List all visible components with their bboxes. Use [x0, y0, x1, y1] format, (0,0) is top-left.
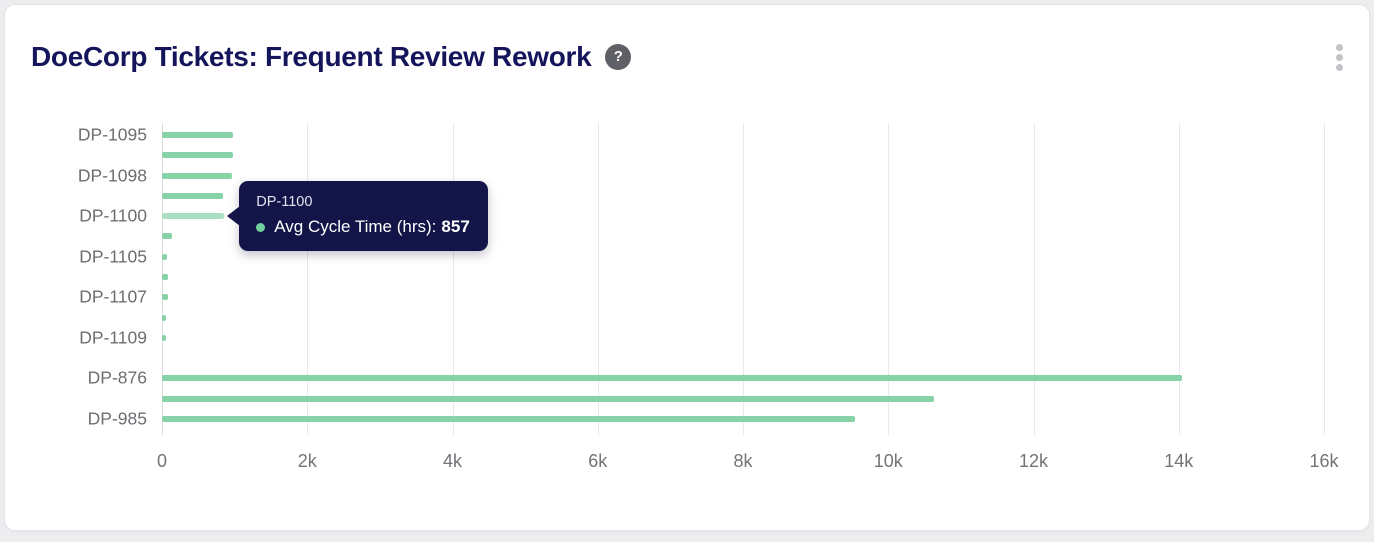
x-tick-label-8k: 8k [733, 451, 753, 471]
bar-DP-1100[interactable] [162, 213, 225, 220]
series-dot-icon [256, 222, 266, 232]
bar-row-DP-1100[interactable]: DP-1100 [79, 206, 1324, 226]
bar-unlabeled-7[interactable] [162, 273, 169, 280]
help-icon[interactable]: ? [605, 43, 632, 70]
gridline-6k [597, 123, 599, 435]
bar-DP-1095[interactable] [162, 132, 234, 139]
x-tick-label-4k: 4k [442, 451, 463, 471]
kebab-dot [1336, 64, 1343, 71]
bar-unlabeled-13[interactable] [162, 395, 934, 402]
bar-DP-1107[interactable] [162, 294, 169, 301]
chart-card: DoeCorp Tickets: Frequent Review Rework … [4, 4, 1370, 531]
y-axis-label-DP-1098: DP-1098 [77, 165, 147, 186]
bar-row-DP-1107[interactable]: DP-1107 [79, 287, 1324, 307]
y-axis-label-DP-985: DP-985 [87, 408, 147, 429]
gridline-2k [307, 123, 309, 435]
bar-row-unlabeled-7[interactable] [162, 267, 1324, 287]
gridline-16k [1324, 123, 1325, 435]
bar-row-DP-985[interactable]: DP-985 [88, 408, 1324, 429]
gridline-14k [1178, 123, 1180, 435]
bar-unlabeled-9[interactable] [162, 314, 167, 321]
y-axis-label-DP-1107: DP-1107 [79, 286, 147, 307]
gridline-8k [743, 123, 744, 435]
gridline-4k [452, 123, 454, 435]
bar-unlabeled-3[interactable] [162, 192, 224, 199]
y-axis-label-DP-1100: DP-1100 [79, 205, 147, 226]
bar-row-unlabeled-3[interactable] [162, 186, 1324, 206]
x-tick-label-16k: 16k [1309, 451, 1339, 471]
tooltip-title: DP-1100 [256, 194, 313, 211]
bar-DP-1105[interactable] [162, 253, 168, 260]
plot-area: 0 2k 4k 6k 8k 10k 12k 14k 16k DP-1100 Avg Cycle … [78, 123, 1339, 471]
y-axis-label-DP-876: DP-876 [87, 367, 147, 388]
kebab-menu-icon[interactable] [1332, 40, 1347, 75]
bar-DP-1098[interactable] [162, 172, 232, 179]
bar-DP-876[interactable] [162, 375, 1183, 382]
tooltip-series-label: Avg Cycle Time (hrs): [274, 217, 437, 237]
kebab-dot [1336, 54, 1343, 61]
bar-row-unlabeled-1[interactable] [162, 145, 1324, 165]
bar-DP-1109[interactable] [162, 334, 167, 341]
bar-DP-985[interactable] [162, 415, 855, 422]
bar-row-unlabeled-5[interactable] [162, 226, 1324, 246]
tooltip-value: 857 [441, 217, 470, 237]
kebab-dot [1336, 44, 1343, 51]
tooltip-series-line: Avg Cycle Time (hrs): 857 [256, 217, 470, 237]
bar-row-DP-876[interactable]: DP-876 [88, 368, 1324, 388]
x-tick-label-2k: 2k [297, 451, 317, 471]
y-axis-label-DP-1095: DP-1095 [77, 124, 147, 145]
x-tick-label-6k: 6k [588, 451, 608, 471]
bar-row-unlabeled-9[interactable] [162, 307, 1324, 327]
bar-row-DP-1095[interactable]: DP-1095 [78, 125, 1324, 145]
gridline-10k [888, 123, 890, 435]
bar-row-DP-1105[interactable]: DP-1105 [79, 246, 1324, 267]
tooltip: DP-1100 Avg Cycle Time (hrs): 857 [239, 181, 488, 252]
gridline-12k [1033, 123, 1035, 435]
x-tick-label-10k: 10k [873, 451, 903, 471]
x-axis: 0 2k 4k 6k 8k 10k 12k 14k 16k [157, 451, 1339, 475]
bar-row-DP-1098[interactable]: DP-1098 [78, 165, 1324, 186]
y-axis-label-DP-1105: DP-1105 [79, 246, 147, 267]
y-axis-label-DP-1109: DP-1109 [79, 327, 147, 348]
bar-row-unlabeled-13[interactable] [162, 388, 1324, 408]
x-tick-label-14k: 14k [1164, 451, 1194, 471]
bar-unlabeled-5[interactable] [162, 233, 173, 240]
x-tick-label-0: 0 [156, 451, 168, 471]
bar-unlabeled-1[interactable] [162, 152, 233, 159]
x-tick-label-12k: 12k [1018, 451, 1049, 471]
bar-row-DP-1109[interactable]: DP-1109 [79, 327, 1324, 348]
bar-row-unlabeled-11[interactable] [162, 348, 1324, 368]
chart-title: DoeCorp Tickets: Frequent Review Rework [31, 40, 592, 72]
card-header: DoeCorp Tickets: Frequent Review Rework … [31, 38, 1347, 75]
